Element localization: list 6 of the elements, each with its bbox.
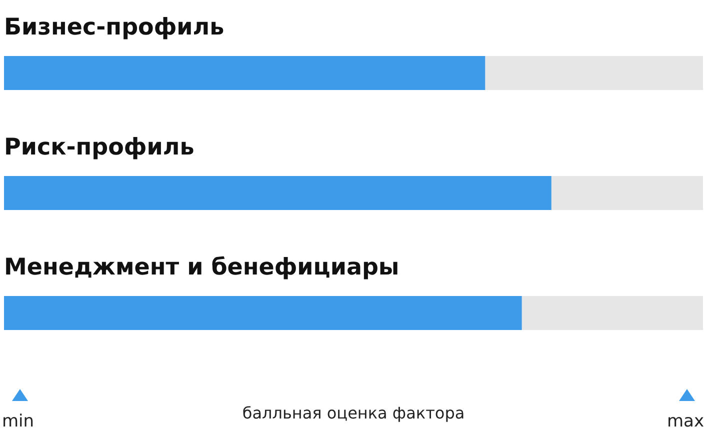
text: min	[2, 412, 34, 432]
y-tick-label: Менеджмент и бенефициары	[4, 254, 400, 280]
x-axis-title: балльная оценка фактора	[242, 404, 465, 422]
y-tick-label: Риск-профиль	[4, 134, 194, 160]
text: max	[666, 412, 704, 432]
y-tick-label: Бизнес-профиль	[4, 14, 224, 40]
